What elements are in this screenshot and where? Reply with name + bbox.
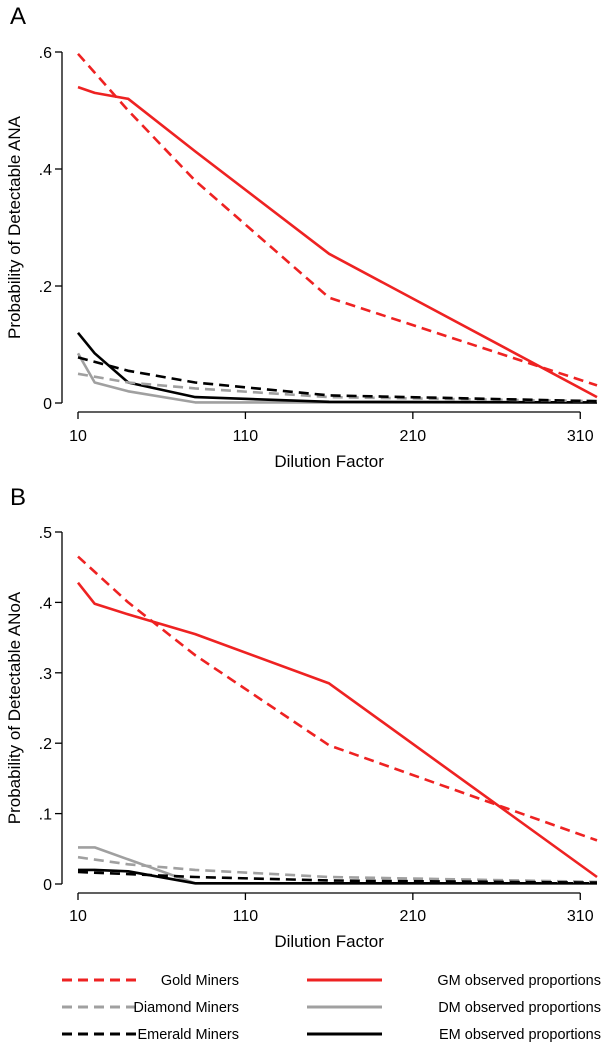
legend-item-diamond-miners: Diamond Miners [62,1000,239,1016]
x-tick-label: 10 [69,428,87,445]
y-axis-label: Probability of Detectable ANoA [5,591,24,824]
series-line-gm-observed-proportions [76,581,598,879]
panel-b: B 0 .1 .2 .3 .4 .5 Probability of Detectable AN… [5,484,598,951]
series-line-gold-miners [77,52,598,387]
y-tick-label: .1 [39,807,52,824]
legend-item-gm-observed-proportions: GM observed proportions [307,973,601,989]
legend-label: GM observed proportions [437,973,601,989]
y-tick-label: .5 [39,525,52,542]
panel-label: A [10,3,26,30]
x-tick-label: 210 [399,908,426,925]
x-tick-label: 310 [567,428,594,445]
x-tick-label: 110 [233,428,259,445]
y-tick-label: .2 [39,279,52,296]
series-line-emerald-miners [77,870,598,884]
x-tick-label: 310 [567,908,594,925]
y-tick-label: .6 [39,45,52,62]
x-tick-label: 210 [399,428,426,445]
legend-label: EM observed proportions [439,1027,601,1043]
legend-item-emerald-miners: Emerald Miners [62,1027,239,1043]
legend-item-gold-miners: Gold Miners [62,973,239,989]
y-tick-label: 0 [43,396,52,413]
panel-label: B [10,484,26,511]
x-axis-label: Dilution Factor [274,452,384,471]
legend-item-em-observed-proportions: EM observed proportions [307,1027,601,1043]
series-line-gm-observed-proportions [77,85,598,399]
x-tick-label: 10 [69,908,87,925]
y-tick-label: 0 [43,877,52,894]
series-line-em-observed-proportions [78,868,597,885]
legend-label: DM observed proportions [438,1000,601,1016]
x-tick-label: 110 [233,908,259,925]
series-line-emerald-miners [77,356,598,403]
series-line-gold-miners [77,555,598,842]
legend: Gold Miners GM observed proportions Diamon… [62,973,601,1043]
legend-item-dm-observed-proportions: DM observed proportions [307,1000,601,1016]
y-tick-label: .2 [39,736,52,753]
x-axis-label: Dilution Factor [274,932,384,951]
series-line-diamond-miners [77,855,598,884]
y-tick-label: .3 [39,666,52,683]
legend-label: Diamond Miners [133,1000,239,1016]
legend-label: Gold Miners [161,973,239,989]
series-line-em-observed-proportions [76,331,598,404]
y-tick-label: .4 [39,162,52,179]
y-axis-label: Probability of Detectable ANA [5,115,24,339]
panel-a: A 0 .2 .4 .6 Probability of Detectable ANA 10 1… [5,3,598,471]
legend-label: Emerald Miners [137,1027,239,1043]
y-tick-label: .4 [39,595,52,612]
